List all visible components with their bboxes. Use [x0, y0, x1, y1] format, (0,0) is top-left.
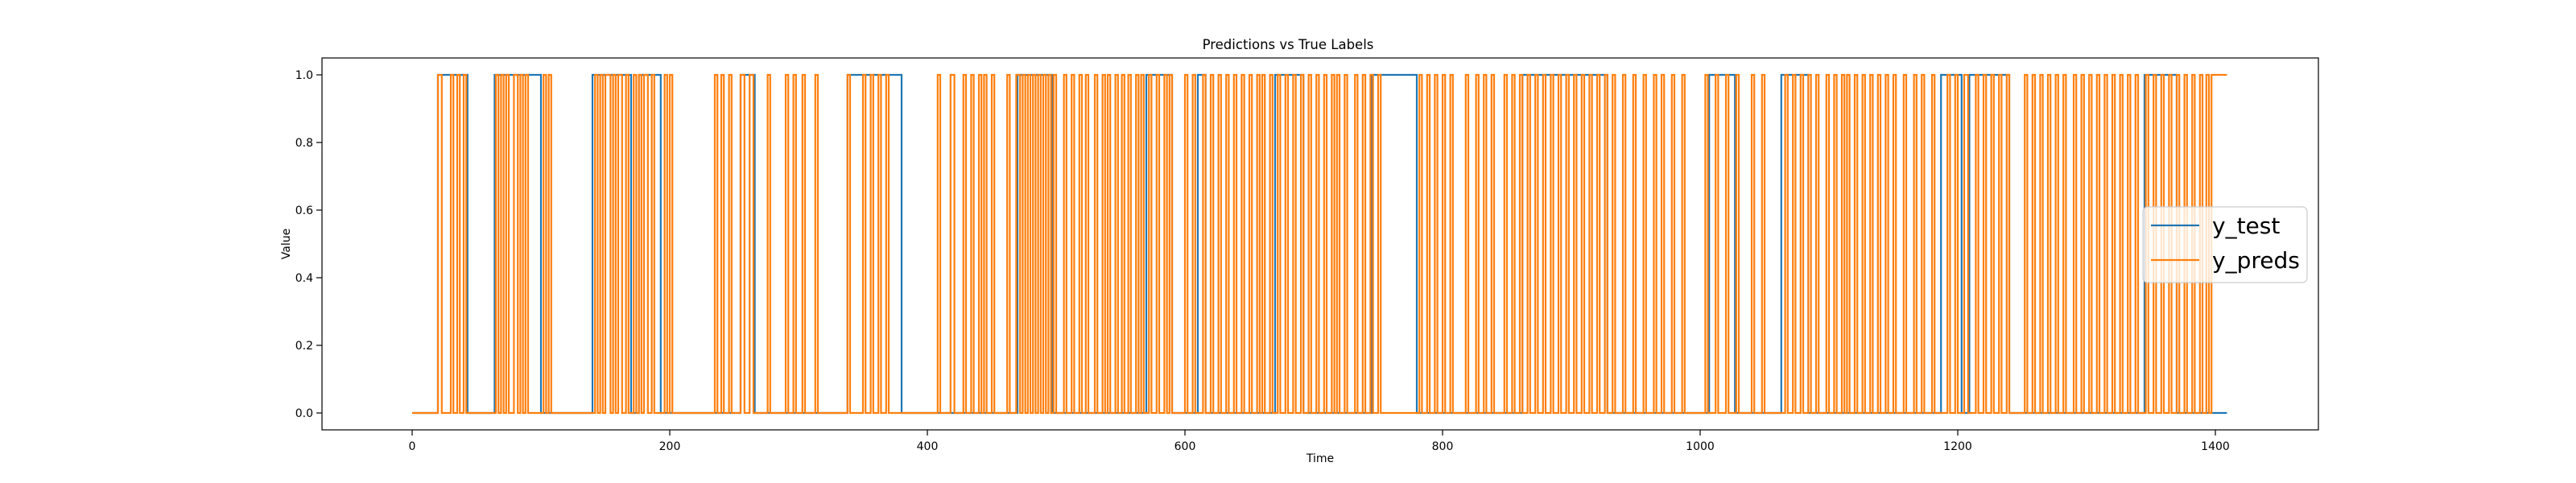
y-tick-label: 0.6 [295, 204, 313, 217]
y-axis-ticks: 0.0 0.2 0.4 0.6 0.8 1.0 [295, 69, 322, 420]
y-tick-label: 0.0 [295, 407, 313, 420]
x-axis-ticks: 0 200 400 600 800 1000 1200 1400 [409, 430, 2230, 453]
x-tick-label: 800 [1432, 440, 1454, 453]
x-tick-label: 600 [1174, 440, 1196, 453]
y-tick-label: 1.0 [295, 69, 313, 82]
series-line-y-test [412, 73, 2227, 415]
plot-frame [321, 57, 2319, 431]
x-tick-label: 400 [917, 440, 939, 453]
x-tick-label: 1200 [1943, 440, 1972, 453]
x-tick-label: 1400 [2201, 440, 2230, 453]
legend-label-y-test: y_test [2212, 213, 2280, 239]
y-tick-label: 0.2 [295, 340, 313, 353]
plot-lines [412, 73, 2227, 415]
x-tick-label: 1000 [1686, 440, 1715, 453]
x-tick-label: 200 [659, 440, 681, 453]
y-tick-label: 0.4 [295, 272, 313, 285]
chart-title: Predictions vs True Labels [1203, 37, 1374, 52]
legend: y_test y_preds [2142, 206, 2308, 283]
y-axis-label: Value [280, 229, 293, 259]
y-tick-label: 0.8 [295, 137, 313, 150]
legend-label-y-preds: y_preds [2212, 247, 2300, 274]
x-tick-label: 0 [409, 440, 416, 453]
x-axis-label: Time [1306, 452, 1334, 465]
series-line-y-preds [412, 73, 2227, 415]
